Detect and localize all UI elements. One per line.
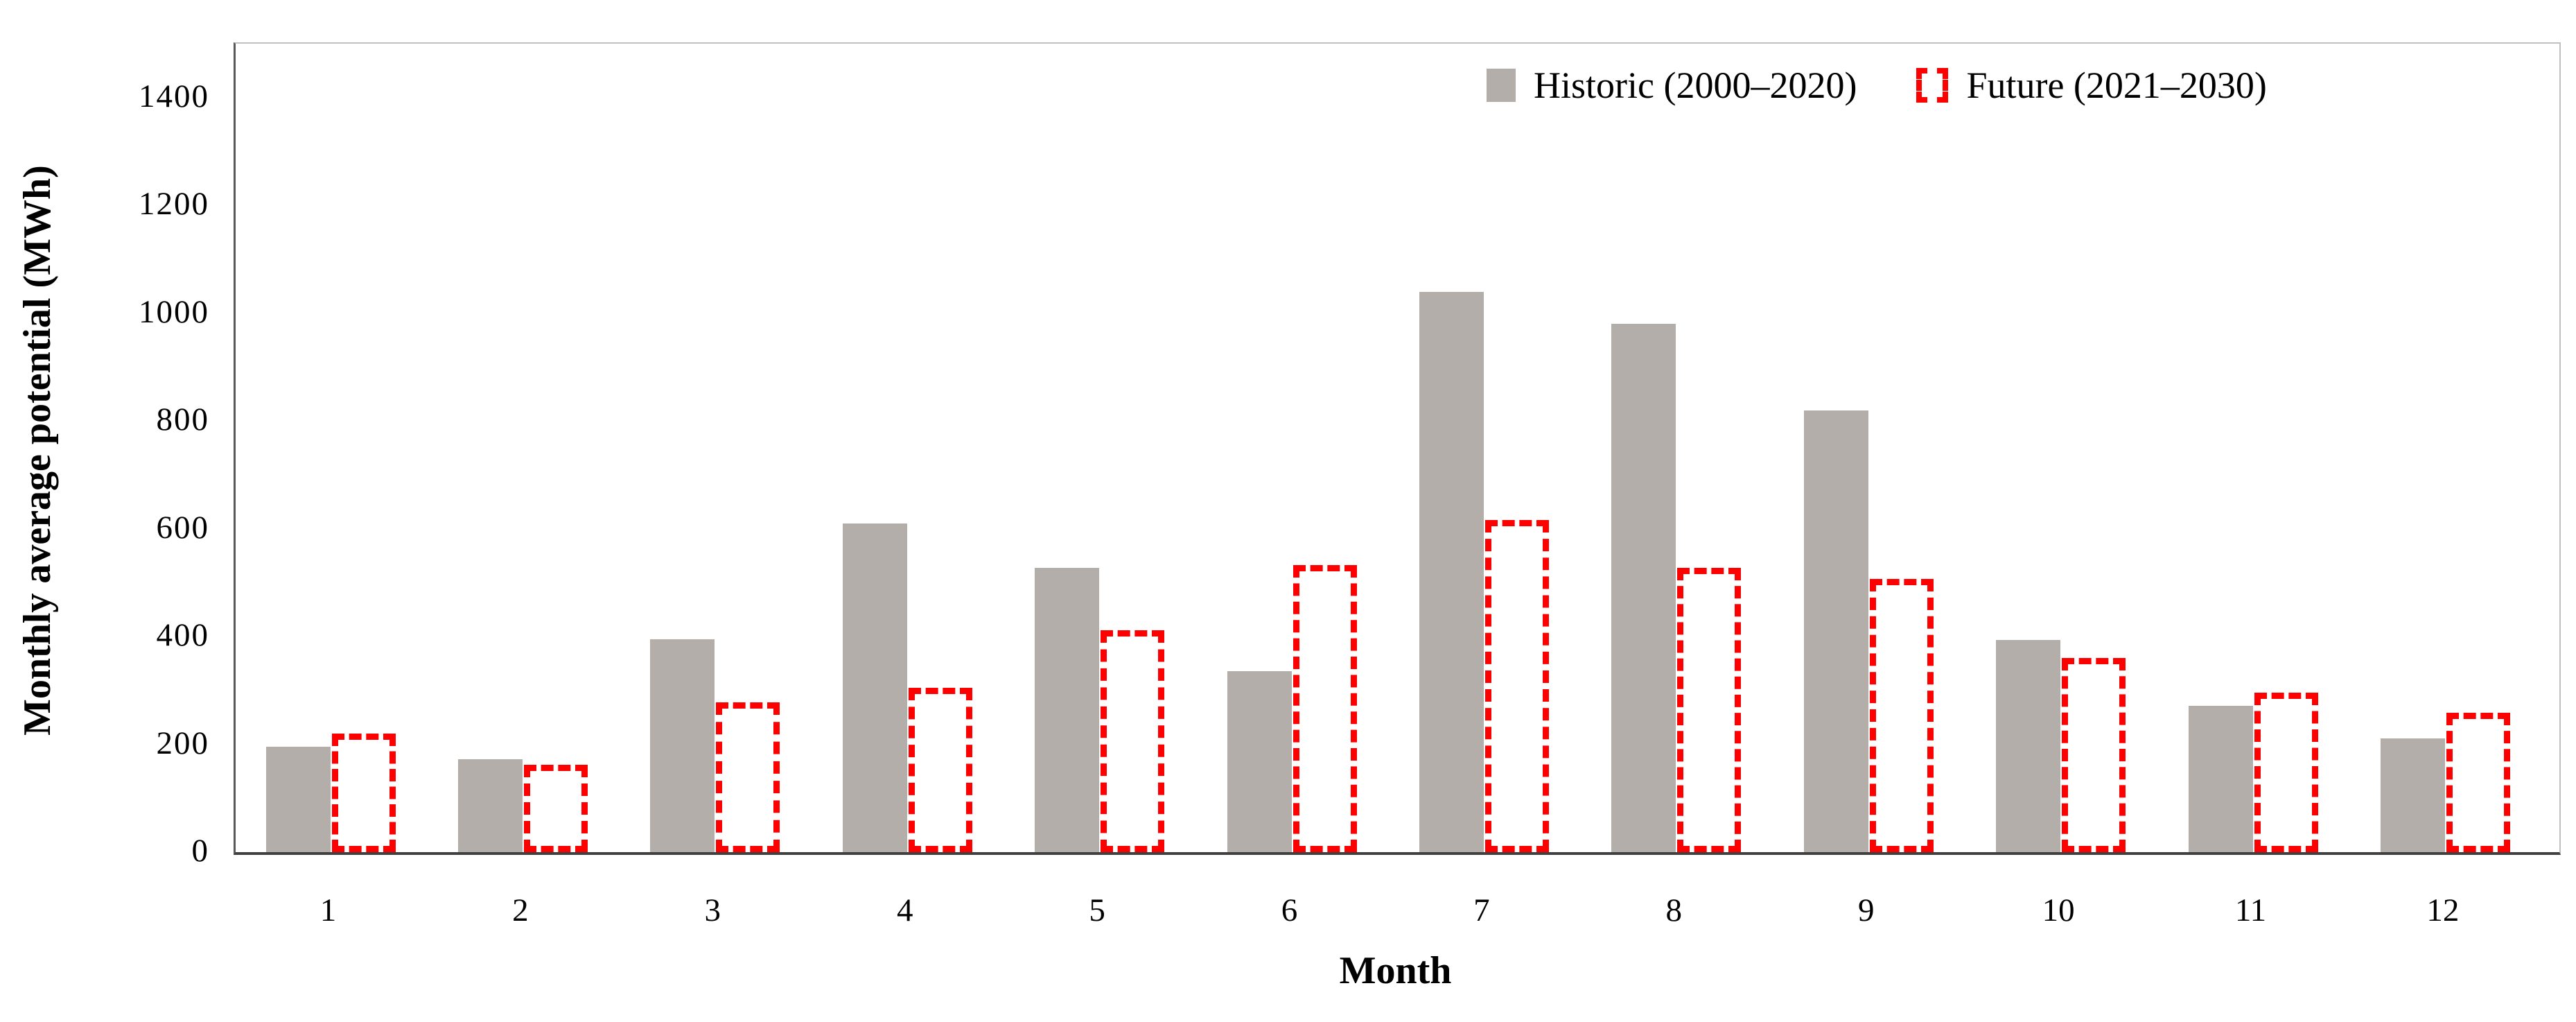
x-tick-label-4: 4 bbox=[896, 892, 913, 928]
plot-area bbox=[234, 42, 2561, 855]
bar-historic-month-5 bbox=[1035, 568, 1100, 852]
legend-swatch-historic bbox=[1487, 69, 1516, 102]
x-tick-label-5: 5 bbox=[1089, 892, 1105, 928]
y-tick-label-1000: 1000 bbox=[139, 294, 209, 330]
y-tick-label-0: 0 bbox=[191, 833, 209, 869]
x-tick-label-8: 8 bbox=[1665, 892, 1683, 928]
bar-future-month-10 bbox=[2062, 658, 2126, 852]
bar-historic-month-3 bbox=[650, 639, 715, 852]
y-tick-label-800: 800 bbox=[156, 401, 209, 438]
x-axis-title: Month bbox=[1339, 949, 1452, 992]
bar-future-month-9 bbox=[1869, 579, 1934, 852]
x-tick-label-7: 7 bbox=[1473, 892, 1490, 928]
legend-label-historic: Historic (2000–2020) bbox=[1534, 64, 1857, 106]
bar-future-month-7 bbox=[1484, 520, 1549, 852]
bar-historic-month-2 bbox=[457, 759, 523, 852]
legend: Historic (2000–2020) Future (2021–2030) bbox=[1487, 64, 2274, 107]
y-tick-label-200: 200 bbox=[156, 725, 209, 761]
bar-historic-month-4 bbox=[842, 523, 907, 852]
bar-historic-month-10 bbox=[1996, 640, 2061, 852]
x-tick-label-3: 3 bbox=[704, 892, 721, 928]
x-tick-label-6: 6 bbox=[1281, 892, 1298, 928]
x-tick-label-10: 10 bbox=[2042, 892, 2075, 928]
bar-future-month-8 bbox=[1677, 568, 1742, 852]
x-tick-label-1: 1 bbox=[319, 892, 337, 928]
bar-future-month-1 bbox=[331, 734, 396, 852]
bar-future-month-11 bbox=[2254, 693, 2318, 852]
bar-historic-month-11 bbox=[2188, 706, 2253, 852]
y-tick-label-600: 600 bbox=[156, 510, 209, 546]
bar-future-month-5 bbox=[1101, 630, 1165, 852]
bar-historic-month-6 bbox=[1227, 671, 1292, 852]
bar-historic-month-7 bbox=[1419, 292, 1484, 852]
bar-historic-month-1 bbox=[265, 747, 331, 852]
y-tick-label-400: 400 bbox=[156, 617, 209, 653]
x-tick-label-9: 9 bbox=[1857, 892, 1875, 928]
bar-future-month-6 bbox=[1293, 565, 1357, 852]
x-tick-label-12: 12 bbox=[2426, 892, 2460, 928]
legend-swatch-future-dotted-icon bbox=[1916, 68, 1949, 103]
bar-historic-month-9 bbox=[1803, 410, 1868, 852]
y-tick-label-1400: 1400 bbox=[139, 78, 209, 114]
x-tick-label-11: 11 bbox=[2234, 892, 2267, 928]
x-tick-label-2: 2 bbox=[512, 892, 529, 928]
legend-label-future: Future (2021–2030) bbox=[1966, 64, 2267, 106]
bar-future-month-3 bbox=[716, 702, 780, 852]
bar-future-month-12 bbox=[2446, 713, 2510, 852]
bar-historic-month-8 bbox=[1611, 324, 1676, 852]
bar-future-month-2 bbox=[523, 765, 588, 852]
bar-future-month-4 bbox=[908, 688, 972, 852]
y-tick-label-1200: 1200 bbox=[139, 186, 209, 222]
bar-historic-month-12 bbox=[2380, 738, 2445, 852]
